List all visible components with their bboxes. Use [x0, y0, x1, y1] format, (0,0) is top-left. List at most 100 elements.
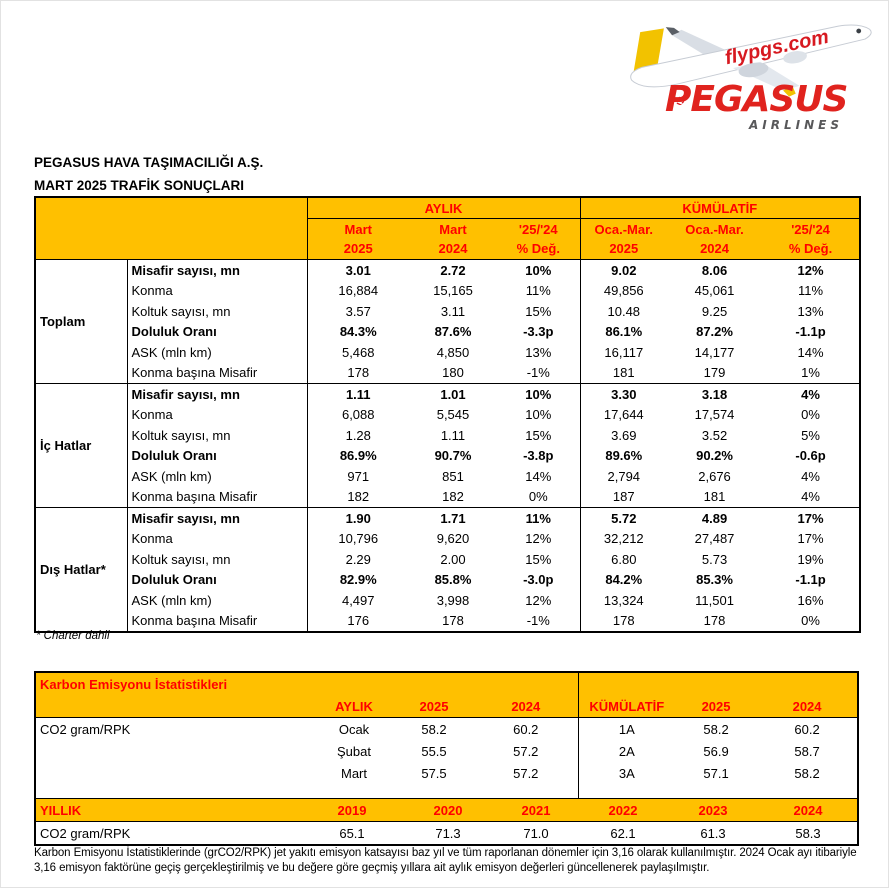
value-cell: 178: [579, 610, 668, 632]
value-cell: 3.69: [579, 425, 668, 446]
year-header: 2021: [493, 798, 579, 822]
column-header: '25/'24 % Değ.: [497, 218, 581, 260]
traffic-table-row: Toplam Misafir sayısı, mn 3.01 2.72 10% 9.02 8…: [35, 259, 861, 384]
airplane-image: PEGASUS flypgs.com: [630, 24, 872, 105]
value-cell: 3.30: [579, 383, 668, 405]
column-header-line2: 2025: [343, 241, 373, 256]
value-cell: 2.29: [307, 549, 409, 570]
value-cell: 178: [667, 610, 763, 632]
metric-label: ASK (mln km): [127, 590, 308, 611]
month-cell: Ocak: [338, 721, 370, 737]
metric-label: Konma başına Misafir: [127, 486, 308, 508]
value-cell: 90.2%: [667, 445, 763, 466]
traffic-table-row: ASK (mln km) 5,468 4,850 13% 16,117 14,177 14%: [35, 342, 861, 363]
group-label: Toplam: [35, 259, 128, 384]
value-cell: 57.2: [513, 765, 539, 781]
value-cell: 60.2: [513, 721, 539, 737]
carbon-monthly-2024: 2024: [474, 695, 579, 718]
engine-left: [738, 62, 769, 78]
value-cell: -3.0p: [497, 569, 581, 590]
metric-label: Koltuk sayısı, mn: [127, 301, 308, 322]
value-cell: 84.2%: [579, 569, 668, 590]
value-cell: -3.8p: [497, 445, 581, 466]
traffic-table-row: ASK (mln km) 4,497 3,998 12% 13,324 11,501 16%: [35, 590, 861, 611]
period-cell: 1A: [577, 717, 676, 740]
value-cell: 3.57: [307, 301, 409, 322]
value-cell: 181: [579, 362, 668, 384]
carbon-cumulative-header: KÜMÜLATİF: [577, 695, 676, 718]
value-cell: 58.3: [795, 825, 821, 841]
carbon-data-row: CO2 gram/RPK Ocak 58.2 60.2 1A 58.2 60.2: [36, 717, 857, 740]
value-cell: 56.9: [703, 743, 729, 759]
value-cell: 5.73: [667, 549, 763, 570]
metric-label: Doluluk Oranı: [127, 321, 308, 342]
metric-label: Doluluk Oranı: [127, 569, 308, 590]
value-cell: 2.72: [409, 259, 497, 281]
charter-footnote: * Charter dahil: [36, 630, 110, 642]
value-cell: 182: [409, 486, 497, 508]
value-cell: 0%: [762, 404, 861, 425]
far-wing: [672, 29, 731, 58]
column-header: Mart 2025: [307, 218, 409, 260]
column-header-line1: Mart: [344, 222, 372, 237]
value-cell: 12%: [762, 259, 861, 281]
value-cell: 6,088: [307, 404, 409, 425]
value-cell: 17,574: [667, 404, 763, 425]
traffic-table-row: Dış Hatlar* Misafir sayısı, mn 1.90 1.71 11%…: [35, 507, 861, 632]
value-cell: 3.52: [667, 425, 763, 446]
value-cell: 65.1: [339, 825, 365, 841]
value-cell: 4%: [762, 486, 861, 508]
carbon-monthly-2025: 2025: [394, 695, 474, 718]
value-cell: 16,117: [579, 342, 668, 363]
column-header: '25/'24 % Değ.: [762, 218, 861, 260]
value-cell: 16,884: [307, 280, 409, 301]
column-header-line2: % Değ.: [516, 241, 560, 256]
value-cell: 60.2: [794, 721, 820, 737]
value-cell: 4.89: [667, 507, 763, 529]
value-cell: -1%: [497, 610, 581, 632]
value-cell: 11%: [497, 507, 581, 529]
value-cell: 58.7: [794, 743, 820, 759]
engine-right: [783, 51, 807, 64]
yearly-data-row: CO2 gram/RPK 65.1 71.3 71.0 62.1 61.3 58…: [36, 822, 857, 845]
value-cell: 89.6%: [579, 445, 668, 466]
value-cell: 1.71: [409, 507, 497, 529]
value-cell: -1.1p: [762, 569, 861, 590]
value-cell: 13,324: [579, 590, 668, 611]
column-header-line1: '25/'24: [518, 222, 558, 237]
value-cell: 3.11: [409, 301, 497, 322]
metric-label: Misafir sayısı, mn: [127, 383, 308, 405]
value-cell: 1.28: [307, 425, 409, 446]
value-cell: 19%: [762, 549, 861, 570]
value-cell: 181: [667, 486, 763, 508]
value-cell: 55.5: [421, 743, 447, 759]
value-cell: 11,501: [667, 590, 763, 611]
column-header-line1: Oca.-Mar.: [594, 222, 654, 237]
value-cell: 4,850: [409, 342, 497, 363]
carbon-row-label: [36, 762, 314, 784]
company-title: PEGASUS HAVA TAŞIMACILIĞI A.Ş.: [34, 155, 264, 170]
value-cell: 971: [307, 466, 409, 487]
metric-label: ASK (mln km): [127, 342, 308, 363]
metric-label: ASK (mln km): [127, 466, 308, 487]
value-cell: 11%: [497, 280, 581, 301]
carbon-row-label: CO2 gram/RPK: [40, 721, 131, 737]
value-cell: 27,487: [667, 528, 763, 549]
value-cell: 5.72: [579, 507, 668, 529]
metric-label: Konma: [127, 280, 308, 301]
value-cell: 87.2%: [667, 321, 763, 342]
value-cell: 90.7%: [409, 445, 497, 466]
carbon-monthly-table: Karbon Emisyonu İstatistikleri AYLIK 202…: [36, 673, 858, 798]
value-cell: 49,856: [579, 280, 668, 301]
carbon-data-row: Şubat 55.5 57.2 2A 56.9 58.7: [36, 740, 857, 762]
value-cell: 3.18: [667, 383, 763, 405]
traffic-table-row: Konma başına Misafir 182 182 0% 187 181 4%: [35, 486, 861, 508]
value-cell: 71.0: [523, 825, 549, 841]
metric-label: Konma başına Misafir: [127, 610, 308, 632]
group-label: Dış Hatlar*: [35, 507, 128, 632]
period-cell: 3A: [577, 762, 676, 784]
value-cell: 1.01: [409, 383, 497, 405]
value-cell: 15%: [497, 301, 581, 322]
traffic-table-row: Koltuk sayısı, mn 3.57 3.11 15% 10.48 9.25 13%: [35, 301, 861, 322]
traffic-table-row: Koltuk sayısı, mn 1.28 1.11 15% 3.69 3.52 5%: [35, 425, 861, 446]
